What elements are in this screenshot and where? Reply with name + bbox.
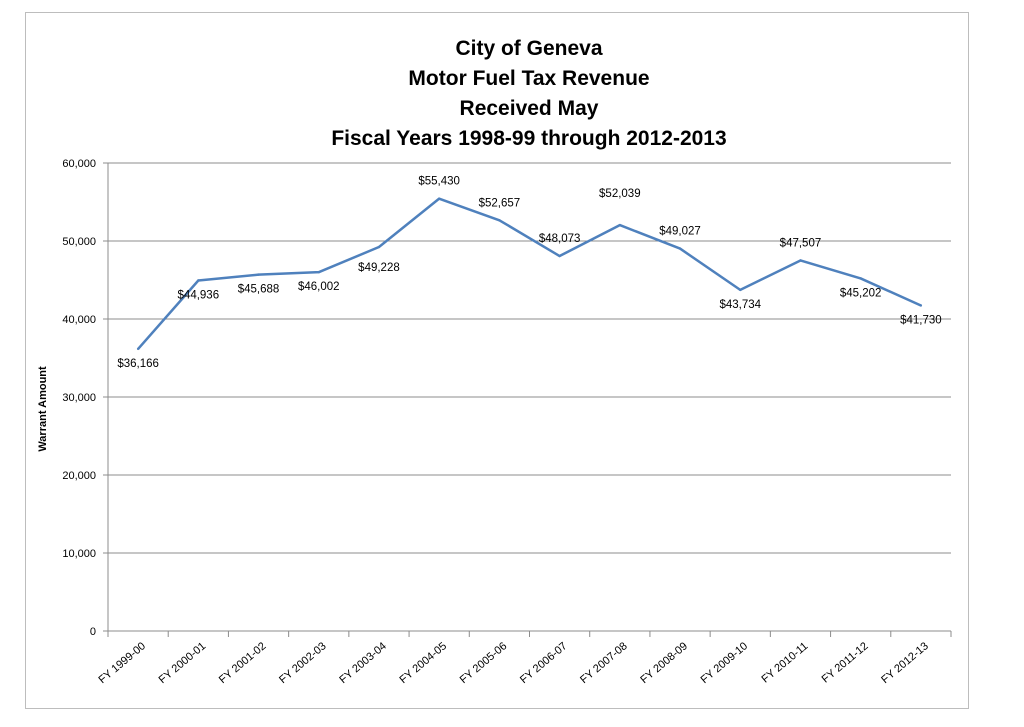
data-point-7 <box>558 254 561 258</box>
y-tick-label-6: 60,000 <box>62 158 96 170</box>
data-label-5: $55,430 <box>418 176 460 188</box>
y-axis-label: Warrant Amount <box>37 366 49 452</box>
y-tick-label-3: 30,000 <box>62 392 96 404</box>
y-tick-labels: 0 10,000 20,000 30,000 40,000 50,000 60,000 <box>62 158 96 638</box>
data-point-8 <box>618 223 622 227</box>
y-tick-label-2: 20,000 <box>62 470 96 482</box>
y-tick-label-1: 10,000 <box>62 548 96 560</box>
data-label-11: $47,507 <box>780 237 822 249</box>
series <box>136 197 923 351</box>
data-label-9: $49,027 <box>659 226 701 238</box>
data-point-3 <box>317 270 320 274</box>
data-point-2 <box>257 273 260 276</box>
title-line-3: Received May <box>460 97 599 120</box>
data-point-10 <box>739 288 742 292</box>
data-label-12: $45,202 <box>840 287 882 299</box>
x-tick-label-9: FY 2008-09 <box>638 640 690 686</box>
data-label-13: $41,730 <box>900 315 942 327</box>
gridlines <box>103 162 951 632</box>
title-line-2: Motor Fuel Tax Revenue <box>408 67 649 90</box>
data-labels: $36,166 $44,936 $45,688 $46,002 $49,228 $55,4… <box>117 176 941 370</box>
data-label-3: $46,002 <box>298 281 340 293</box>
line-chart: City of Geneva Motor Fuel Tax Revenue Rece… <box>37 37 952 686</box>
data-label-4: $49,228 <box>358 262 400 274</box>
data-point-11 <box>799 259 802 262</box>
data-label-8: $52,039 <box>599 188 641 200</box>
x-tick-label-7: FY 2006-07 <box>518 640 570 686</box>
x-tick-label-4: FY 2003-04 <box>337 640 389 686</box>
data-point-9 <box>678 247 682 250</box>
x-tick-label-12: FY 2011-12 <box>820 640 871 685</box>
data-label-0: $36,166 <box>117 358 159 370</box>
data-label-10: $43,734 <box>719 299 761 311</box>
x-tick-label-1: FY 2000-01 <box>157 640 209 686</box>
data-label-6: $52,657 <box>479 197 521 209</box>
data-point-0 <box>136 347 140 351</box>
y-tick-label-0: 0 <box>90 626 96 638</box>
x-tick-label-5: FY 2004-05 <box>398 640 450 686</box>
x-tick-label-3: FY 2002-03 <box>277 640 329 686</box>
x-tick-label-0: FY 1999-00 <box>96 640 148 686</box>
data-label-2: $45,688 <box>238 284 280 296</box>
data-point-12 <box>859 277 862 280</box>
series-line-0 <box>137 197 922 350</box>
title-line-4: Fiscal Years 1998-99 through 2012-2013 <box>331 127 726 150</box>
x-tick-label-13: FY 2012-13 <box>879 640 931 686</box>
x-tick-label-11: FY 2010-11 <box>759 640 810 685</box>
y-tick-label-4: 40,000 <box>62 314 96 326</box>
data-point-5 <box>437 197 441 200</box>
x-tick-label-8: FY 2007-08 <box>578 640 630 686</box>
data-point-13 <box>919 304 923 307</box>
x-tick-labels: FY 1999-00 FY 2000-01 FY 2001-02 FY 2002-03… <box>96 640 930 686</box>
y-tick-label-5: 50,000 <box>62 236 96 248</box>
data-label-7: $48,073 <box>539 233 581 245</box>
chart-title: City of Geneva Motor Fuel Tax Revenue Rece… <box>331 37 726 150</box>
data-point-1 <box>197 279 200 282</box>
x-tick-label-10: FY 2009-10 <box>699 640 751 686</box>
chart-frame: City of Geneva Motor Fuel Tax Revenue Rece… <box>25 12 969 709</box>
title-line-1: City of Geneva <box>455 37 602 60</box>
axes <box>107 163 952 637</box>
data-label-1: $44,936 <box>178 289 220 301</box>
x-tick-label-6: FY 2005-06 <box>458 640 510 686</box>
data-point-6 <box>498 219 501 222</box>
x-tick-label-2: FY 2001-02 <box>217 640 269 686</box>
data-point-4 <box>377 245 381 249</box>
